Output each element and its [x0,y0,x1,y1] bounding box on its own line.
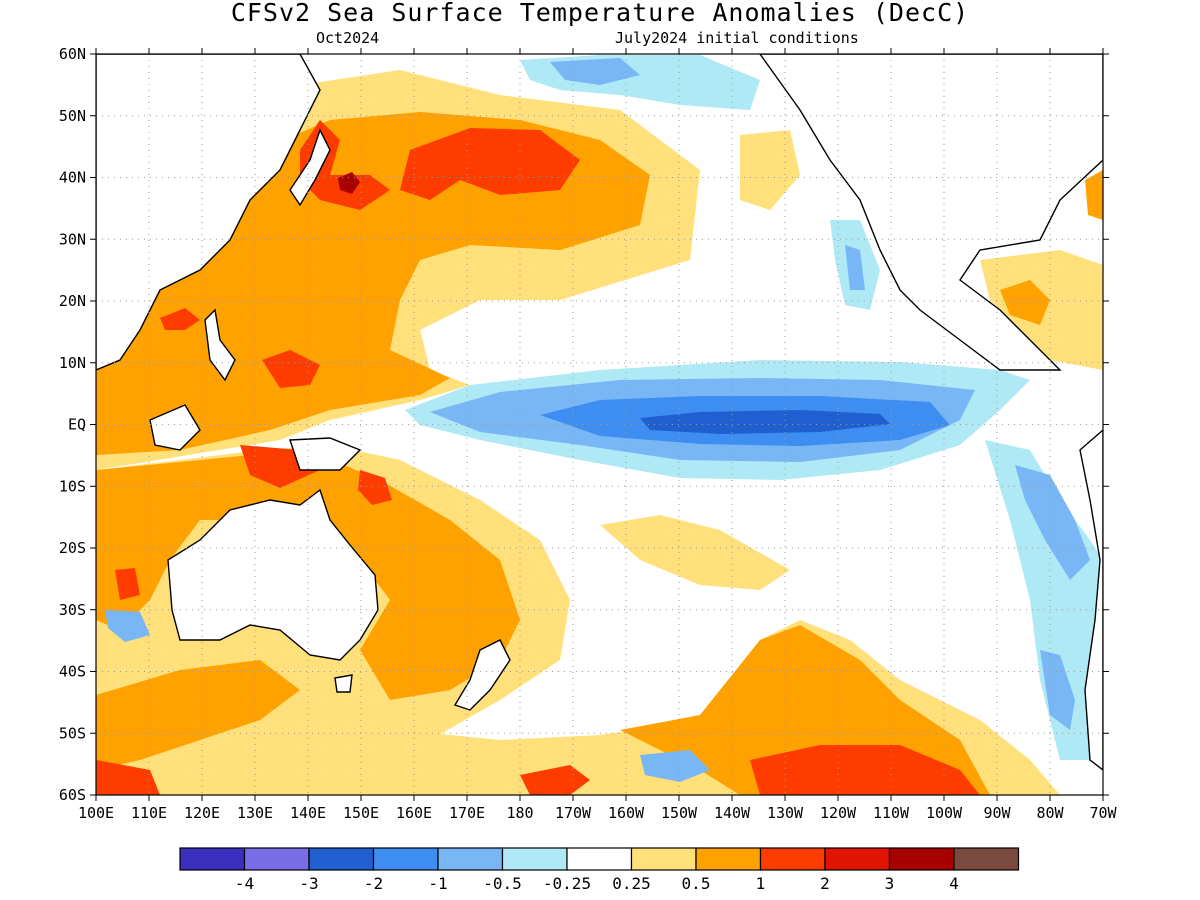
colorbar-swatch [372,847,439,871]
tropical-west-strong-zone-2 [160,308,200,330]
colorbar-tick-label: -0.25 [543,874,591,893]
california-current-cool-2 [845,245,865,290]
lon-label: 170E [449,804,485,822]
lon-label: 100W [926,804,963,822]
north-america-coastline [759,54,1103,371]
colorbar-labels: -4 -3 -2 -1 -0.5 -0.25 0.25 0.5 1 2 3 4 [235,874,959,893]
lon-label: 80W [1036,804,1064,822]
lon-label: 140E [290,804,326,822]
colorbar-swatch [566,847,633,871]
gulf-of-mexico-warm [1000,280,1050,325]
coral-sea-strong-zone [358,470,392,505]
south-indian-strong-zone [115,568,140,600]
colorbar-swatch [437,847,504,871]
lon-label: 120E [184,804,220,822]
borneo-coastline [149,404,201,451]
gulf-stream-warm [1085,170,1103,220]
colorbar-tick-label: -3 [299,874,318,893]
lon-label: 100E [78,804,114,822]
lat-label: 60N [59,45,86,63]
initial-conditions: July2024 initial conditions [615,29,859,47]
map-title: CFSv2 Sea Surface Temperature Anomalies … [230,0,970,27]
southern-ocean-cool-patch [640,750,710,782]
colorbar-tick-label: 1 [756,874,766,893]
southern-ocean-strong-west [96,760,160,795]
lon-label: 90W [983,804,1011,822]
asia-coastline [96,54,321,371]
colorbar-tick-label: -2 [364,874,383,893]
colorbar [179,847,1020,871]
forecast-month: Oct2024 [316,29,380,47]
south-america-coastline [1079,429,1103,771]
lon-label: 180 [506,804,533,822]
peru-coast-moderate [1015,465,1090,580]
longitude-labels: 100E 110E 120E 130E 140E 150E 160E 170E 180 170W 1… [78,804,1118,822]
colorbar-tick-label: -0.5 [483,874,522,893]
colorbar-swatch [179,847,246,871]
colorbar-swatch [308,847,375,871]
tasmania-coastline [334,674,353,693]
chile-coast-moderate [1040,650,1075,730]
lon-label: 140W [714,804,751,822]
lat-label: 10S [59,477,86,495]
map-ticks [90,48,1109,801]
indian-ocean-cool-patch [105,610,150,642]
colorbar-tick-label: 4 [949,874,959,893]
colorbar-swatch [824,847,891,871]
colorbar-tick-label: 0.5 [682,874,711,893]
lon-label: 160W [608,804,645,822]
lat-label: 40N [59,169,86,187]
colorbar-tick-label: 3 [885,874,895,893]
lat-label: 50S [59,724,86,742]
southern-ocean-strong-mid [520,765,590,795]
japan-coastline [289,128,331,207]
lat-label: 30N [59,230,86,248]
lon-label: 170W [555,804,592,822]
lon-label: 70W [1089,804,1117,822]
lon-label: 130W [767,804,804,822]
lon-label: 120W [820,804,857,822]
southern-ocean-moderate [96,660,300,770]
latitude-labels: 60N 50N 40N 30N 20N 10N EQ 10S 20S 30S 40S 50S 60S [59,45,86,804]
colorbar-swatch [759,847,826,871]
tropical-west-strong-zone [262,350,320,388]
colorbar-tick-label: 0.25 [612,874,651,893]
coastlines [96,54,1103,771]
lat-label: EQ [68,416,86,434]
lat-label: 50N [59,107,86,125]
lon-label: 110W [873,804,910,822]
philippines-coastline [204,308,236,382]
lat-label: 40S [59,663,86,681]
colorbar-swatch [243,847,310,871]
colorbar-tick-label: 2 [820,874,830,893]
colorbar-swatch [501,847,568,871]
colorbar-swatch [695,847,762,871]
lat-label: 20S [59,539,86,557]
colorbar-swatch [630,847,697,871]
lat-label: 30S [59,601,86,619]
colorbar-tick-label: -4 [235,874,254,893]
kuroshio-strong-zone [400,128,580,200]
lat-label: 60S [59,786,86,804]
lat-label: 20N [59,292,86,310]
colorbar-swatch [888,847,955,871]
lon-label: 150W [661,804,698,822]
equatorial-cool-core [640,410,890,434]
lon-label: 150E [343,804,379,822]
lon-label: 110E [131,804,167,822]
lon-label: 130E [237,804,273,822]
colorbar-tick-label: -1 [428,874,447,893]
south-pacific-warm-band [600,515,790,590]
lat-label: 10N [59,354,86,372]
southeast-pacific-strong [750,745,980,795]
lon-label: 160E [396,804,432,822]
colorbar-swatch [953,847,1020,871]
